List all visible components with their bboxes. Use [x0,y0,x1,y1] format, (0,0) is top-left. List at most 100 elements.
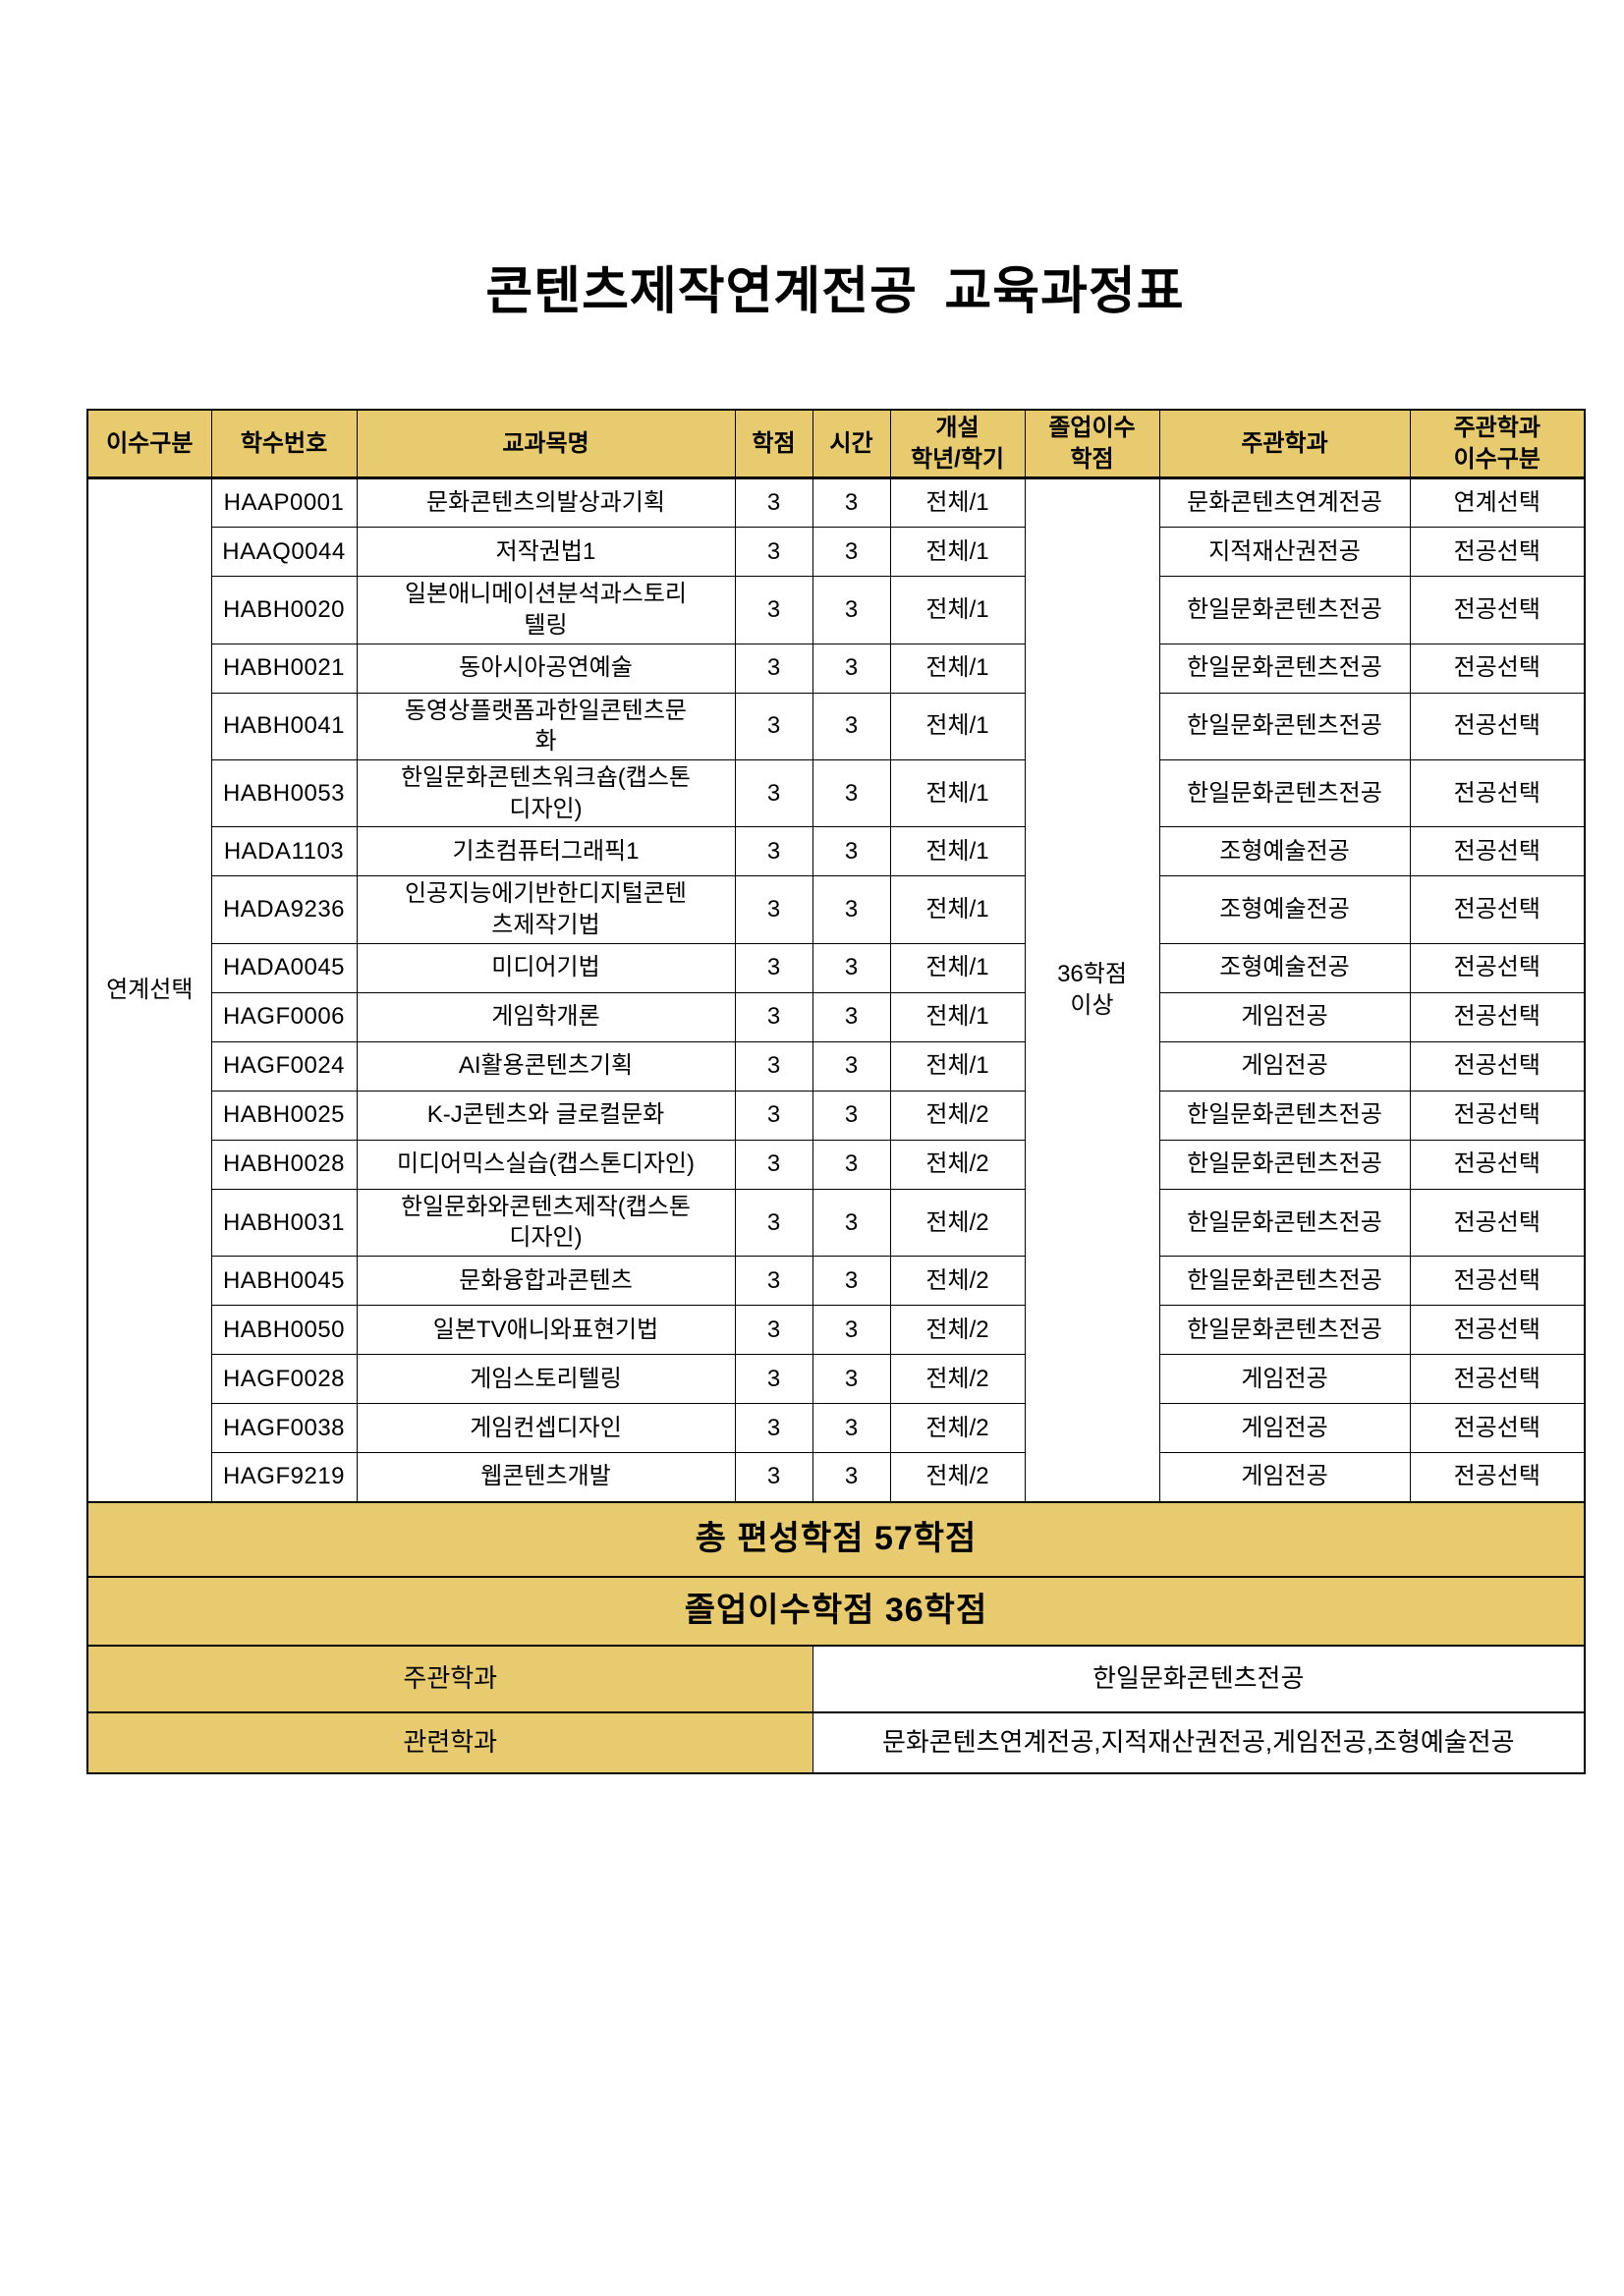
dept-category-cell: 전공선택 [1409,875,1586,944]
department-cell: 한일문화콘텐츠전공 [1158,1139,1411,1190]
related-dept-row: 관련학과 문화콘텐츠연계전공,지적재산권전공,게임전공,조형예술전공 [86,1710,1586,1774]
credits-cell: 3 [734,875,813,944]
credits-cell: 3 [734,1139,813,1190]
course-name-cell: AI활용콘텐츠기획 [356,1040,736,1092]
hours-cell: 3 [812,527,891,578]
credits-cell: 3 [734,1452,813,1503]
table-header: 이수구분 학수번호 교과목명 학점 시간 개설 학년/학기 졸업이수 학점 주관… [86,409,1586,480]
department-cell: 한일문화콘텐츠전공 [1158,576,1411,644]
semester-cell: 전체/1 [889,991,1026,1042]
organizing-dept-label: 주관학과 [86,1644,813,1713]
course-row: HAGF0038 게임컨셉디자인 3 3 전체/2 게임전공 전공선택 [87,1403,1586,1454]
document-page: 콘텐츠제작연계전공 교육과정표 이수구분 학수번호 교과목명 학점 시간 개설 … [86,263,1586,1774]
semester-cell: 전체/1 [889,643,1026,694]
course-name-cell: 게임스토리텔링 [356,1354,736,1405]
department-cell: 게임전공 [1158,1354,1411,1405]
semester-cell: 전체/1 [889,527,1026,578]
dept-category-cell: 전공선택 [1409,1090,1586,1141]
course-name-cell: 미디어믹스실습(캡스톤디자인) [356,1139,736,1190]
course-table-rows: 연계선택 HAAP0001 문화콘텐츠의발상과기획 3 3 전체/1 36학점 이상 문화콘텐… [86,477,1586,1503]
dept-category-cell: 전공선택 [1409,991,1586,1042]
course-code-cell: HADA1103 [210,826,358,877]
organizing-dept-value: 한일문화콘텐츠전공 [812,1644,1586,1713]
course-row: HABH0050 일본TV애니와표현기법 3 3 전체/2 한일문화콘텐츠전공 전공선택 [87,1305,1586,1356]
course-row: 연계선택 HAAP0001 문화콘텐츠의발상과기획 3 3 전체/1 36학점 이상 문화콘텐… [86,477,1586,1503]
col-header-hours: 시간 [812,409,891,480]
semester-cell: 전체/1 [889,692,1026,760]
col-header-department: 주관학과 [1158,409,1411,480]
course-code-cell: HAGF0024 [210,1040,358,1092]
credits-cell: 3 [734,692,813,760]
col-header-category: 이수구분 [86,409,212,480]
course-name-cell: 일본애니메이션분석과스토리 텔링 [356,576,736,644]
course-name-cell: 한일문화와콘텐츠제작(캡스톤 디자인) [356,1188,736,1258]
semester-cell: 전체/2 [889,1139,1026,1190]
semester-cell: 전체/2 [889,1305,1026,1356]
organizing-dept-row: 주관학과 한일문화콘텐츠전공 [86,1644,1586,1713]
course-row: HABH0025 K-J콘텐츠와 글로컬문화 3 3 전체/2 한일문화콘텐츠전공 전공선택 [87,1090,1586,1141]
dept-category-cell: 전공선택 [1409,1305,1586,1356]
semester-cell: 전체/2 [889,1403,1026,1454]
hours-cell: 3 [812,1256,891,1307]
dept-category-cell: 전공선택 [1409,758,1586,828]
course-row: HABH0053 한일문화콘텐츠워크숍(캡스톤 디자인) 3 3 전체/1 한일문화콘텐츠… [87,758,1586,828]
credits-cell: 3 [734,1040,813,1092]
hours-cell: 3 [812,1139,891,1190]
hours-cell: 3 [812,1354,891,1405]
dept-category-cell: 전공선택 [1409,942,1586,993]
department-cell: 게임전공 [1158,1452,1411,1503]
hours-cell: 3 [812,692,891,760]
course-code-cell: HADA9236 [210,875,358,944]
graduation-credits-summary-cell: 졸업이수학점 36학점 [86,1575,1586,1647]
dept-category-cell: 전공선택 [1409,1354,1586,1405]
total-credits-cell: 총 편성학점 57학점 [86,1500,1586,1578]
credits-cell: 3 [734,1256,813,1307]
course-name-cell: 웹콘텐츠개발 [356,1452,736,1503]
semester-cell: 전체/1 [889,758,1026,828]
total-credits-row: 총 편성학점 57학점 [86,1500,1586,1578]
department-cell: 게임전공 [1158,991,1411,1042]
credits-cell: 3 [734,1090,813,1141]
dept-category-cell: 연계선택 [1409,477,1586,529]
semester-cell: 전체/2 [889,1452,1026,1503]
course-row: HAAQ0044 저작권법1 3 3 전체/1 지적재산권전공 전공선택 [87,527,1586,578]
hours-cell: 3 [812,1403,891,1454]
hours-cell: 3 [812,875,891,944]
course-name-cell: 기초컴퓨터그래픽1 [356,826,736,877]
credits-cell: 3 [734,1403,813,1454]
course-code-cell: HAAP0001 [210,477,358,529]
credits-cell: 3 [734,643,813,694]
course-code-cell: HABH0028 [210,1139,358,1190]
graduation-credits-merged-cell: 36학점 이상 [1024,477,1160,1503]
hours-cell: 3 [812,1305,891,1356]
semester-cell: 전체/2 [889,1354,1026,1405]
course-row: HABH0020 일본애니메이션분석과스토리 텔링 3 3 전체/1 한일문화콘텐츠전공 전… [87,576,1586,644]
course-row: HABH0041 동영상플랫폼과한일콘텐츠문 화 3 3 전체/1 한일문화콘텐츠전공 전공… [87,692,1586,760]
dept-category-cell: 전공선택 [1409,1188,1586,1258]
course-name-cell: 저작권법1 [356,527,736,578]
credits-cell: 3 [734,991,813,1042]
course-name-cell: 게임컨셉디자인 [356,1403,736,1454]
semester-cell: 전체/1 [889,942,1026,993]
dept-category-cell: 전공선택 [1409,1403,1586,1454]
credits-cell: 3 [734,527,813,578]
semester-cell: 전체/1 [889,477,1026,529]
course-row: HAGF9219 웹콘텐츠개발 3 3 전체/2 게임전공 전공선택 [87,1452,1586,1503]
hours-cell: 3 [812,826,891,877]
semester-cell: 전체/1 [889,826,1026,877]
credits-cell: 3 [734,1188,813,1258]
credits-cell: 3 [734,477,813,529]
hours-cell: 3 [812,1090,891,1141]
hours-cell: 3 [812,991,891,1042]
semester-cell: 전체/1 [889,1040,1026,1092]
course-name-cell: 한일문화콘텐츠워크숍(캡스톤 디자인) [356,758,736,828]
department-cell: 한일문화콘텐츠전공 [1158,1256,1411,1307]
graduation-credits-row: 졸업이수학점 36학점 [86,1575,1586,1647]
dept-category-cell: 전공선택 [1409,643,1586,694]
related-dept-value: 문화콘텐츠연계전공,지적재산권전공,게임전공,조형예술전공 [812,1710,1586,1774]
hours-cell: 3 [812,477,891,529]
course-code-cell: HAGF0028 [210,1354,358,1405]
course-name-cell: 문화융합과콘텐츠 [356,1256,736,1307]
hours-cell: 3 [812,1040,891,1092]
semester-cell: 전체/2 [889,1256,1026,1307]
